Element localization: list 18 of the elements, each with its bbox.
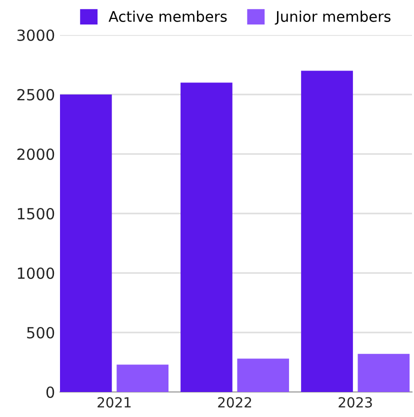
y-tick-label: 0: [46, 386, 54, 398]
bar: [180, 82, 232, 392]
bar: [237, 358, 290, 392]
legend-label: Active members: [108, 10, 227, 22]
y-tick-label: 500: [27, 326, 54, 339]
bar: [116, 364, 168, 392]
bar: [301, 70, 353, 392]
y-tick-label: 2500: [17, 88, 54, 101]
x-tick-label: 2021: [98, 397, 131, 408]
y-tick-label: 1000: [18, 267, 54, 280]
bar: [358, 354, 410, 392]
x-tick-label: 2022: [218, 397, 252, 408]
y-tick-label: 2000: [17, 148, 54, 160]
bar: [60, 94, 112, 392]
y-tick-label: 3000: [17, 29, 54, 42]
y-tick-label: 1500: [18, 208, 54, 220]
legend-label: Junior members: [274, 10, 390, 25]
x-tick-label: 2023: [338, 397, 372, 408]
